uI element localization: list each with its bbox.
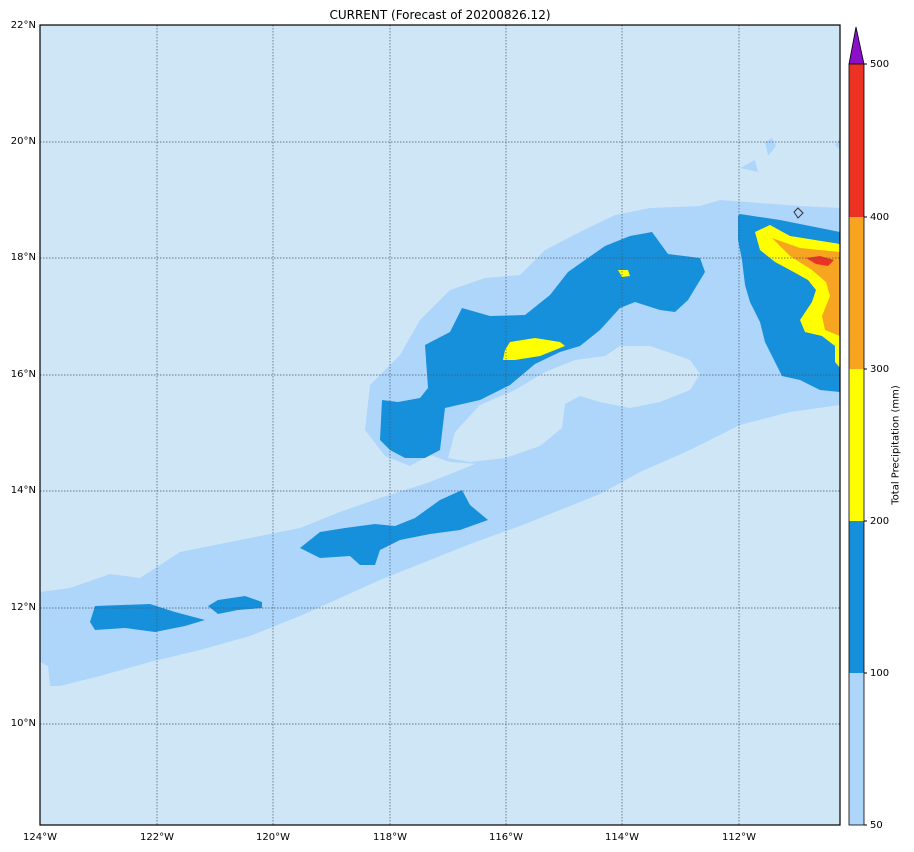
colorbar: [848, 26, 867, 826]
contour-outline: [793, 207, 804, 219]
map-title: CURRENT (Forecast of 20200826.12): [329, 8, 551, 22]
lon-label: 114°W: [605, 832, 639, 843]
colorbar-title: Total Precipitation (mm): [890, 385, 902, 505]
colorbar-extend-arrow: [848, 26, 865, 65]
colorbar-tick-label: 50: [870, 820, 883, 831]
colorbar-300-400: [849, 217, 864, 369]
colorbar-100-200: [849, 521, 864, 673]
colorbar-tick-label: 200: [870, 516, 890, 527]
colorbar-tick-label: 500: [870, 59, 890, 70]
lat-label: 20°N: [10, 136, 36, 147]
colorbar-50-100: [849, 673, 864, 825]
gridlines: [40, 25, 840, 825]
lat-label: 10°N: [10, 718, 36, 729]
lat-label: 16°N: [10, 369, 36, 380]
colorbar-tick-label: 300: [870, 364, 890, 375]
precip-400-500-band: [806, 256, 834, 266]
lat-label: 22°N: [10, 20, 36, 31]
colorbar-200-300: [849, 369, 864, 521]
lon-label: 122°W: [140, 832, 174, 843]
colorbar-tick-label: 400: [870, 212, 890, 223]
lon-label: 118°W: [373, 832, 407, 843]
lat-label: 14°N: [10, 485, 36, 496]
lon-label: 120°W: [256, 832, 290, 843]
lon-label: 124°W: [23, 832, 57, 843]
colorbar-tick-label: 100: [870, 668, 890, 679]
lat-label: 18°N: [10, 252, 36, 263]
lat-label: 12°N: [10, 602, 36, 613]
lon-label: 112°W: [722, 832, 756, 843]
lon-label: 116°W: [489, 832, 523, 843]
map-frame: [39, 24, 841, 826]
colorbar-400-500: [849, 64, 864, 217]
